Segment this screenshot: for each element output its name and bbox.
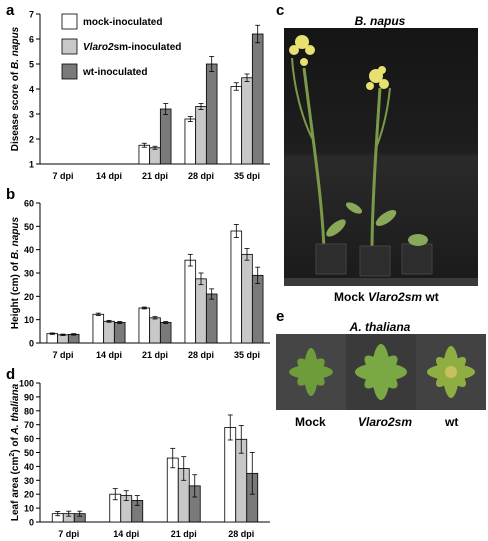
bar	[241, 253, 253, 344]
y-tick-label: 40	[24, 462, 34, 472]
caption-mock: Mock	[334, 290, 369, 304]
y-tick-label: 20	[24, 292, 34, 302]
chart-d-leaf-area: Leaf area (cm2) of A. thaliana 0 10 20 30 40 5…	[9, 379, 270, 539]
bar	[149, 317, 161, 344]
x-tick-label: 7 dpi	[52, 350, 73, 360]
y-tick-label: 1	[29, 160, 34, 170]
legend-label: Vlaro2sm-inoculated	[83, 42, 181, 53]
y-axis-label: Height (cm) of B. napus	[10, 216, 21, 329]
y-tick-label: 50	[24, 222, 34, 232]
x-tick-label: 28 dpi	[228, 529, 254, 539]
bar	[195, 106, 207, 165]
legend-label: mock-inoculated	[83, 17, 162, 28]
y-tick-label: 4	[29, 85, 34, 95]
y-tick-label: 80	[24, 406, 34, 416]
y-tick-label: 50	[24, 448, 34, 458]
photo-e-title: A. thaliana	[349, 320, 411, 334]
y-tick-label: 60	[24, 199, 34, 209]
photo-c-caption: Mock Vlaro2sm wt	[334, 290, 439, 304]
x-tick-label: 35 dpi	[234, 171, 260, 181]
y-tick-label: 90	[24, 392, 34, 402]
bar	[251, 274, 264, 344]
y-tick-label: 70	[24, 420, 34, 430]
y-tick-label: 7	[29, 10, 34, 20]
bar	[138, 144, 151, 165]
x-tick-label: 14 dpi	[96, 171, 122, 181]
bar	[67, 333, 80, 344]
legend-swatch	[61, 38, 78, 55]
photo-e-a-thaliana-rosettes	[276, 334, 486, 410]
y-tick-label: 60	[24, 434, 34, 444]
x-tick-label: 28 dpi	[188, 350, 214, 360]
bar	[184, 259, 197, 344]
bar	[57, 334, 69, 344]
y-tick-label: 0	[29, 339, 34, 349]
x-tick-label: 7 dpi	[58, 529, 79, 539]
chart-a-disease-score: Disease score of B. napus 1 2 3 4 5 6 7 7 dpi 14 …	[10, 10, 270, 181]
x-tick-label: 14 dpi	[96, 350, 122, 360]
bar	[138, 307, 151, 344]
y-tick-label: 3	[29, 110, 34, 120]
y-axis-label: Leaf area (cm2) of A. thaliana	[9, 383, 21, 521]
x-tick-label: 21 dpi	[171, 529, 197, 539]
x-tick-label: 21 dpi	[142, 350, 168, 360]
bar	[230, 230, 243, 344]
y-tick-label: 40	[24, 245, 34, 255]
legend-swatch	[61, 13, 78, 30]
bar	[149, 147, 161, 165]
x-tick-label: 7 dpi	[52, 171, 73, 181]
bar	[230, 86, 243, 165]
photo-e-label-wt: wt	[445, 415, 459, 429]
x-tick-label: 14 dpi	[113, 529, 139, 539]
caption-vlaro2sm: Vlaro2sm	[368, 290, 423, 304]
legend-label: wt-inoculated	[82, 67, 147, 78]
bar	[205, 63, 218, 165]
y-tick-label: 2	[29, 135, 34, 145]
bar	[113, 322, 126, 344]
bar	[195, 278, 207, 344]
x-tick-label: 35 dpi	[234, 350, 260, 360]
bar	[184, 118, 197, 165]
y-axis-label: Disease score of B. napus	[10, 26, 21, 151]
photo-c-b-napus-plants	[284, 28, 478, 286]
y-tick-label: 20	[24, 490, 34, 500]
chart-b-height: Height (cm) of B. napus 0 10 20 30 40 50 60 7 dp…	[10, 199, 270, 360]
panel-label-a: a	[6, 2, 15, 19]
bar	[103, 320, 115, 344]
bar	[205, 293, 218, 344]
panel-label-c: c	[276, 2, 285, 19]
y-tick-label: 100	[19, 379, 34, 389]
y-tick-label: 0	[29, 518, 34, 528]
caption-wt: wt	[422, 290, 439, 304]
bar	[46, 333, 59, 344]
bar	[92, 313, 105, 344]
panel-label-d: d	[6, 366, 16, 383]
bar	[251, 33, 264, 165]
y-tick-label: 5	[29, 60, 34, 70]
legend-swatch	[61, 63, 78, 80]
bar	[241, 77, 253, 165]
bar	[224, 427, 237, 523]
panel-label-e: e	[276, 308, 285, 325]
panel-label-b: b	[6, 186, 16, 203]
y-tick-label: 6	[29, 35, 34, 45]
y-tick-label: 30	[24, 476, 34, 486]
photo-e-label-vlaro2sm: Vlaro2sm	[358, 415, 413, 429]
y-tick-label: 10	[24, 504, 34, 514]
x-tick-label: 21 dpi	[142, 171, 168, 181]
photo-e-label-mock: Mock	[295, 415, 326, 429]
x-tick-label: 28 dpi	[188, 171, 214, 181]
y-tick-label: 10	[24, 315, 34, 325]
bar	[159, 108, 172, 165]
bar	[159, 322, 172, 344]
y-tick-label: 30	[24, 269, 34, 279]
photo-c-title: B. napus	[354, 14, 406, 28]
